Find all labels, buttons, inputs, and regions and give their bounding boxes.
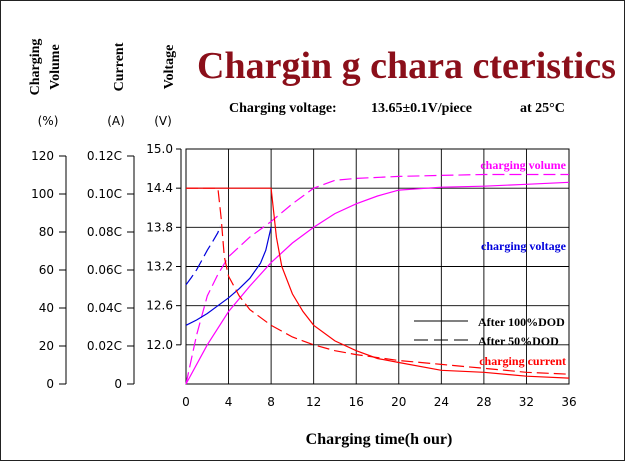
series-line-charging-voltage-solid bbox=[185, 227, 272, 326]
y-axis-title: Volume bbox=[48, 44, 63, 89]
x-tick-label: 4 bbox=[225, 395, 233, 409]
x-tick-label: 8 bbox=[267, 395, 275, 409]
y-tick-label: 13.8 bbox=[146, 220, 173, 234]
series-line-charging-current-solid bbox=[186, 187, 570, 379]
y-tick-label: 12.0 bbox=[146, 338, 173, 352]
x-tick-label: 36 bbox=[561, 395, 576, 409]
y-tick-label: 15.0 bbox=[146, 142, 173, 156]
y-tick-label: 0.02C bbox=[87, 339, 122, 353]
y-axis-title: Current bbox=[112, 42, 127, 91]
subtitle-condition: at 25°C bbox=[520, 101, 565, 116]
y-axis-unit: (A) bbox=[107, 114, 125, 128]
y-tick-label: 60 bbox=[39, 263, 54, 277]
y-axis-unit: (V) bbox=[154, 114, 172, 128]
y-axis-title: Voltage bbox=[162, 45, 177, 90]
series-line-charging-voltage-dashed bbox=[185, 225, 221, 286]
chart-legend: After 100%DOD After 50%DOD bbox=[414, 315, 565, 348]
series-annotation: charging voltage bbox=[481, 239, 567, 253]
y-tick-label: 100 bbox=[31, 187, 54, 201]
y-tick-label: 14.4 bbox=[146, 181, 173, 195]
x-tick-label: 32 bbox=[519, 395, 534, 409]
y-axis-title: Charging bbox=[28, 39, 43, 96]
y-tick-label: 0 bbox=[46, 377, 54, 391]
y-tick-label: 0.12C bbox=[87, 149, 122, 163]
y-tick-label: 0 bbox=[114, 377, 122, 391]
y-tick-label: 40 bbox=[39, 301, 54, 315]
y-tick-label: 20 bbox=[39, 339, 54, 353]
series-line-charging-volume-dashed bbox=[185, 173, 569, 385]
subtitle-value: 13.65±0.1V/piece bbox=[371, 101, 472, 116]
x-axis-label: Charging time(h our) bbox=[306, 431, 453, 448]
x-tick-label: 12 bbox=[306, 395, 321, 409]
legend-label-100-dod: After 100%DOD bbox=[478, 315, 565, 329]
series-annotation: charging volume bbox=[480, 158, 566, 172]
y-tick-label: 0.08C bbox=[87, 225, 122, 239]
y-tick-label: 12.6 bbox=[146, 299, 173, 313]
series-line-charging-volume-solid bbox=[185, 181, 570, 385]
series-line-charging-current-dashed bbox=[186, 187, 570, 375]
chart-title: Chargin g chara cteristics bbox=[197, 45, 616, 87]
y-tick-label: 0.10C bbox=[87, 187, 122, 201]
x-tick-label: 28 bbox=[476, 395, 491, 409]
series-annotation: charging current bbox=[479, 354, 566, 368]
legend-label-50-dod: After 50%DOD bbox=[478, 334, 559, 348]
y-tick-label: 0.06C bbox=[87, 263, 122, 277]
subtitle-label: Charging voltage: bbox=[229, 101, 337, 116]
x-tick-label: 24 bbox=[434, 395, 449, 409]
y-tick-label: 13.2 bbox=[146, 260, 173, 274]
y-axis-unit: (%) bbox=[38, 114, 59, 128]
chart-subtitle: Charging voltage: 13.65±0.1V/piece at 25… bbox=[229, 101, 565, 116]
y-tick-label: 120 bbox=[31, 149, 54, 163]
x-tick-label: 16 bbox=[349, 395, 364, 409]
x-tick-label: 0 bbox=[182, 395, 190, 409]
x-tick-label: 20 bbox=[391, 395, 406, 409]
y-tick-label: 80 bbox=[39, 225, 54, 239]
y-tick-label: 0.04C bbox=[87, 301, 122, 315]
